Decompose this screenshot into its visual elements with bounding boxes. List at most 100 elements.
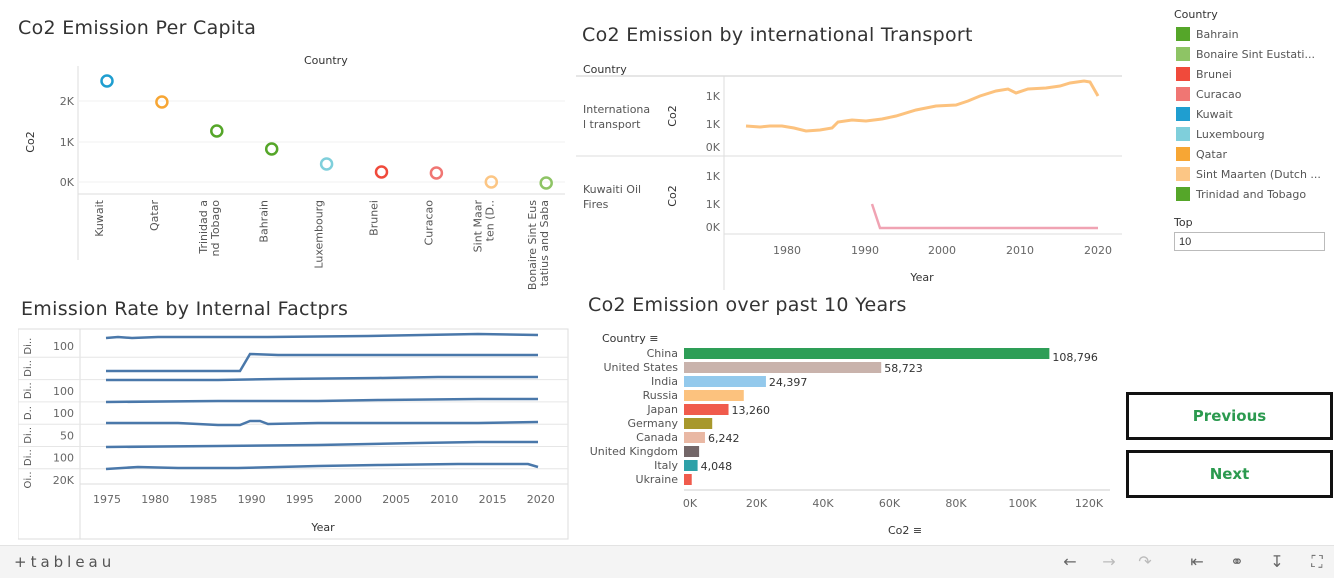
series-line xyxy=(106,375,538,382)
y-tick-label: 0K xyxy=(706,141,721,154)
row-label: Di.. xyxy=(23,427,34,444)
x-tick-label: Bonaire Sint Eus xyxy=(526,200,539,290)
per-capita-header: Country xyxy=(304,54,348,67)
data-label: 58,723 xyxy=(884,362,923,375)
row-label: Internationa xyxy=(583,103,650,116)
top-filter-input[interactable] xyxy=(1174,232,1325,251)
y-tick-label: 0K xyxy=(706,221,721,234)
internal-title: Emission Rate by Internal Factprs xyxy=(21,298,349,320)
x-tick-label: 2010 xyxy=(430,493,458,506)
legend-item-luxembourg[interactable]: Luxembourg xyxy=(1176,126,1326,142)
y-tick-label: 2K xyxy=(60,95,75,108)
x-tick-label: 2020 xyxy=(527,493,555,506)
row-label: Di.. xyxy=(23,338,34,355)
x-tick-label: 1995 xyxy=(286,493,314,506)
data-label: 13,260 xyxy=(732,404,771,417)
x-tick-label: 2020 xyxy=(1084,244,1112,257)
y-tick-label: 100 xyxy=(53,407,74,420)
legend-label: Luxembourg xyxy=(1196,127,1265,141)
legend-label: Sint Maarten (Dutch ... xyxy=(1196,167,1321,181)
data-point-sint-maarten-d- xyxy=(484,175,499,189)
legend-item-bahrain[interactable]: Bahrain xyxy=(1176,26,1326,42)
category-label: United Kingdom xyxy=(590,445,678,458)
category-label: Italy xyxy=(654,459,678,472)
x-tick-label: 60K xyxy=(879,497,901,510)
category-label: Ukraine xyxy=(636,473,679,486)
ten-year-title: Co2 Emission over past 10 Years xyxy=(588,294,907,316)
fullscreen-icon[interactable]: ⛶ xyxy=(1311,552,1323,571)
x-tick-label: Luxembourg xyxy=(313,200,326,269)
y-tick-label: 100 xyxy=(53,385,74,398)
kuwaiti-oil-fires-line xyxy=(870,203,1098,230)
row-label: Di.. xyxy=(23,360,34,377)
x-tick-label: Bahrain xyxy=(258,200,271,243)
per-capita-title: Co2 Emission Per Capita xyxy=(18,17,257,39)
bar-germany xyxy=(684,418,713,429)
bottom-toolbar: +tableau ← → ↷ ⇤ ⚭ ↧ ⛶ xyxy=(0,545,1334,578)
y-axis-label: Country ≡ xyxy=(602,332,658,345)
row-label: Kuwaiti Oil xyxy=(583,183,641,196)
internal-chart[interactable]: Di.. 100 Di.. Di.. 100 D.. 100 Di.. 50 Di.. 100 Oi.… xyxy=(18,326,570,542)
legend-title: Country xyxy=(1174,8,1218,21)
legend-label: Curacao xyxy=(1196,87,1242,101)
legend-swatch xyxy=(1176,87,1190,101)
row-label: Di.. xyxy=(23,449,34,466)
legend-item-bonaire-sint-eustati-[interactable]: Bonaire Sint Eustati... xyxy=(1176,46,1326,62)
y-axis-label: Co2 xyxy=(666,185,679,206)
data-point-kuwait xyxy=(100,74,114,88)
legend-item-qatar[interactable]: Qatar xyxy=(1176,146,1326,162)
x-tick-label: 1990 xyxy=(851,244,879,257)
row-label: Di.. xyxy=(23,382,34,399)
transport-chart[interactable]: Country Internationa l transport Co2 1K 1K 0K K… xyxy=(576,58,1124,290)
y-tick-label: 0K xyxy=(60,176,75,189)
x-tick-label: nd Tobago xyxy=(209,200,222,257)
revert-icon[interactable]: ↷ xyxy=(1138,552,1152,571)
category-label: India xyxy=(651,375,678,388)
reset-icon[interactable]: ⇤ xyxy=(1190,552,1204,571)
legend-item-curacao[interactable]: Curacao xyxy=(1176,86,1326,102)
ten-year-chart[interactable]: Country ≡ China 108,796 United States 58,723… xyxy=(590,326,1120,542)
y-tick-label: 50 xyxy=(60,429,74,442)
x-tick-label: 80K xyxy=(945,497,967,510)
legend-item-kuwait[interactable]: Kuwait xyxy=(1176,106,1326,122)
x-axis-label: Co2 ≡ xyxy=(888,524,922,537)
category-label: United States xyxy=(604,361,679,374)
legend-item-trinidad-and-tobago[interactable]: Trinidad and Tobago xyxy=(1176,186,1326,202)
x-tick-label: 1975 xyxy=(93,493,121,506)
y-tick-label: 1K xyxy=(706,170,721,183)
chart-border xyxy=(18,328,569,540)
previous-button[interactable]: Previous xyxy=(1126,392,1333,440)
bar-italy xyxy=(684,460,698,471)
bar-china xyxy=(684,348,1050,359)
bar-india xyxy=(684,376,766,387)
x-tick-label: tatius and Saba xyxy=(538,200,551,286)
next-button[interactable]: Next xyxy=(1126,450,1333,498)
x-tick-label: Kuwait xyxy=(93,199,106,236)
per-capita-chart[interactable]: 2K 1K 0K Co2 Kuwait Qatar Trinidad a nd Tobago B… xyxy=(0,60,570,290)
y-tick-label: 20K xyxy=(53,474,75,487)
data-point-bahrain xyxy=(264,142,279,156)
x-tick-label: 1980 xyxy=(773,244,801,257)
x-tick-label: 1985 xyxy=(189,493,217,506)
x-tick-label: Brunei xyxy=(368,200,381,236)
category-label: Canada xyxy=(636,431,678,444)
bar-united-kingdom xyxy=(684,446,700,457)
x-tick-label: 1980 xyxy=(141,493,169,506)
redo-icon[interactable]: → xyxy=(1102,552,1116,571)
legend-item-sint-maarten-dutch-[interactable]: Sint Maarten (Dutch ... xyxy=(1176,166,1326,182)
y-tick-label: 1K xyxy=(706,198,721,211)
download-icon[interactable]: ↧ xyxy=(1270,552,1284,571)
x-tick-label: 2010 xyxy=(1006,244,1034,257)
legend-item-brunei[interactable]: Brunei xyxy=(1176,66,1326,82)
undo-icon[interactable]: ← xyxy=(1063,552,1077,571)
legend-label: Brunei xyxy=(1196,67,1232,81)
legend-swatch xyxy=(1176,127,1190,141)
data-label: 6,242 xyxy=(708,432,740,445)
bar-ukraine xyxy=(684,474,692,485)
x-tick-label: Trinidad a xyxy=(197,200,210,255)
share-icon[interactable]: ⚭ xyxy=(1230,552,1244,571)
tableau-logo: +tableau xyxy=(14,553,116,571)
data-point-qatar xyxy=(155,95,169,109)
legend-swatch xyxy=(1176,47,1190,61)
data-label: 108,796 xyxy=(1052,351,1098,364)
